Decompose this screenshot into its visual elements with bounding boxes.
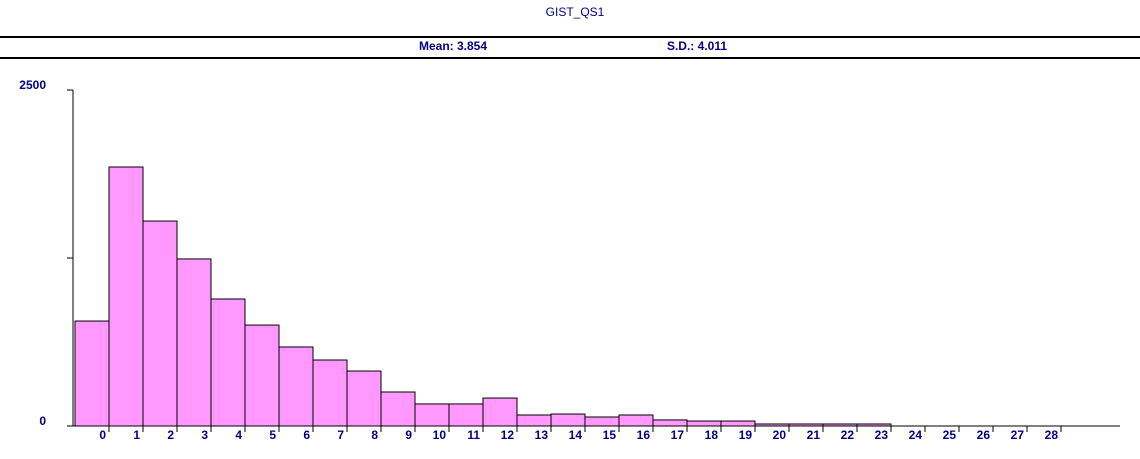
bar xyxy=(618,414,654,427)
x-tick-label: 8 xyxy=(371,428,378,442)
x-tick-label: 2 xyxy=(167,428,174,442)
x-tick-label: 20 xyxy=(773,428,787,442)
mean-stat: Mean: 3.854 xyxy=(419,39,487,53)
x-tick-label: 6 xyxy=(303,428,310,442)
x-tick-label: 9 xyxy=(405,428,412,442)
bar xyxy=(244,324,280,427)
bar xyxy=(74,320,110,427)
x-tick-label: 7 xyxy=(337,428,344,442)
x-tick-label: 16 xyxy=(637,428,651,442)
x-tick-label: 1 xyxy=(133,428,140,442)
bar xyxy=(550,413,586,427)
bar xyxy=(346,370,382,427)
x-tick-label: 28 xyxy=(1045,428,1059,442)
x-tick-label: 13 xyxy=(535,428,549,442)
bar xyxy=(312,359,348,427)
x-tick-label: 10 xyxy=(433,428,447,442)
bar xyxy=(686,420,722,427)
bar xyxy=(414,403,450,427)
x-tick-label: 21 xyxy=(807,428,821,442)
bar xyxy=(176,258,212,427)
bar xyxy=(652,419,688,427)
bar xyxy=(380,391,416,427)
y-tick-label: 0 xyxy=(39,414,46,428)
x-tick-label: 19 xyxy=(739,428,753,442)
bar xyxy=(822,423,858,427)
bar xyxy=(482,397,518,427)
bar xyxy=(448,403,484,427)
x-tick-label: 17 xyxy=(671,428,685,442)
x-tick-label: 27 xyxy=(1011,428,1025,442)
x-tick-label: 25 xyxy=(943,428,957,442)
y-tick-label: 2500 xyxy=(19,78,46,92)
bar xyxy=(856,423,892,427)
bar xyxy=(584,416,620,427)
bar xyxy=(142,220,178,427)
x-tick-label: 11 xyxy=(467,428,480,442)
bar xyxy=(278,346,314,427)
bar xyxy=(754,423,790,427)
x-tick-label: 23 xyxy=(875,428,889,442)
bar xyxy=(516,414,552,427)
bar xyxy=(108,166,144,427)
x-tick-label: 4 xyxy=(235,428,242,442)
chart-title: GIST_QS1 xyxy=(546,5,605,19)
x-tick-label: 22 xyxy=(841,428,855,442)
x-tick-label: 18 xyxy=(705,428,719,442)
bar xyxy=(210,298,246,427)
x-tick-label: 12 xyxy=(501,428,515,442)
x-tick-label: 0 xyxy=(99,428,106,442)
x-tick-label: 24 xyxy=(909,428,923,442)
bar xyxy=(720,420,756,427)
x-tick-label: 3 xyxy=(201,428,208,442)
x-tick-label: 5 xyxy=(269,428,276,442)
bar xyxy=(788,423,824,427)
sd-stat: S.D.: 4.011 xyxy=(667,39,727,53)
x-tick-label: 14 xyxy=(569,428,583,442)
x-tick-label: 26 xyxy=(977,428,991,442)
x-tick-label: 15 xyxy=(603,428,617,442)
